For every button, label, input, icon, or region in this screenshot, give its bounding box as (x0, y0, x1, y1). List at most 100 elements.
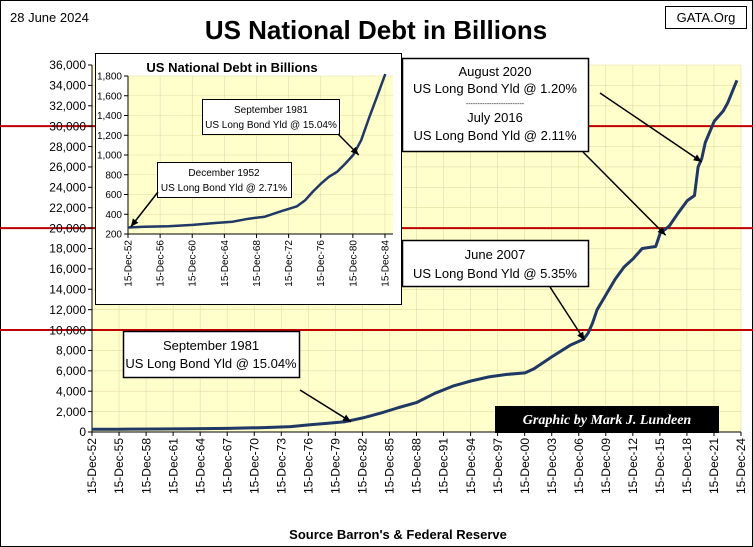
main-debt-series-line (91, 79, 739, 431)
main-x-tick-label: 15-Dec-21 (707, 438, 721, 494)
source-label: Source Barron's & Federal Reserve (289, 527, 507, 542)
main-y-tick-label: 12,000 (49, 303, 86, 317)
main-x-tick-label: 15-Dec-79 (329, 438, 343, 494)
annotation-2020-arrow (599, 92, 703, 163)
main-x-tick-label: 15-Dec-97 (491, 438, 505, 494)
main-y-tick-label: 0 (79, 425, 86, 439)
inset-y-tick-label: 1,400 (97, 111, 122, 122)
main-x-tick-label: 15-Dec-64 (193, 438, 207, 494)
annotation-2016-arrow (582, 151, 667, 236)
inset-annotation-1981-line2: US Long Bond Yld @ 15.04% (205, 120, 337, 131)
main-x-tick-label: 15-Dec-18 (680, 438, 694, 494)
credit-label: Graphic by Mark J. Lundeen (523, 413, 692, 428)
inset-y-tick-label: 1,200 (97, 131, 122, 142)
main-y-tick-label: 22,000 (49, 201, 86, 215)
main-y-tick-label: 4,000 (56, 384, 86, 398)
inset-debt-series-line (127, 73, 387, 229)
annotation-1981-arrow (299, 389, 352, 423)
inset-x-tick-label: 15-Dec-60 (188, 240, 199, 287)
main-y-tick-label: 10,000 (49, 323, 86, 337)
inset-y-tick-label: 800 (105, 170, 122, 181)
main-x-tick-label: 15-Dec-52 (85, 438, 99, 494)
main-y-tick-label: 8,000 (56, 344, 86, 358)
annotation-1981-box (122, 330, 301, 379)
annotation-2007-line2: US Long Bond Yld @ 5.35% (413, 266, 577, 281)
main-x-tick-label: 15-Dec-24 (734, 438, 748, 494)
main-x-tick-label: 15-Dec-00 (518, 438, 532, 494)
inset-chart: US National Debt in Billions 200 400 600 80… (95, 53, 402, 305)
annotation-2007-arrow (549, 286, 586, 341)
annotation-2020-line1: August 2020 (458, 64, 531, 79)
annotation-2020-arrowhead (693, 154, 702, 162)
inset-x-tick-labels: 15-Dec-52 15-Dec-56 15-Dec-60 15-Dec-64 15-D… (124, 240, 392, 287)
main-y-tick-label: 6,000 (56, 364, 86, 378)
main-x-tick-label: 15-Dec-76 (302, 438, 316, 494)
main-y-tick-label: 28,000 (49, 140, 86, 154)
inset-x-tick-label: 15-Dec-80 (348, 240, 359, 287)
main-x-tick-label: 15-Dec-58 (139, 438, 153, 494)
inset-x-tick-label: 15-Dec-64 (220, 240, 231, 287)
annotation-2007-arrowhead (577, 331, 585, 341)
site-box (665, 6, 747, 29)
main-x-tick-label: 15-Dec-73 (274, 438, 288, 494)
main-x-tick-label: 15-Dec-06 (572, 438, 586, 494)
main-y-tick-label: 36,000 (49, 58, 86, 72)
annotation-separator: ------------------------- (466, 101, 525, 108)
main-x-tick-labels: 15-Dec-52 15-Dec-55 15-Dec-58 15-Dec-61 15-D… (85, 438, 748, 494)
credit-banner (495, 406, 719, 433)
annotation-2016-line1: July 2016 (467, 110, 523, 125)
annotation-2007-box (401, 239, 590, 288)
main-x-tick-label: 15-Dec-55 (112, 438, 126, 494)
inset-x-tick-label: 15-Dec-56 (156, 240, 167, 287)
main-x-tick-label: 15-Dec-82 (356, 438, 370, 494)
annotation-1981-line2: US Long Bond Yld @ 15.04% (125, 356, 297, 371)
inset-annotation-1952-line1: December 1952 (188, 168, 260, 179)
main-y-tick-label: 18,000 (49, 242, 86, 256)
main-y-tick-label: 32,000 (49, 99, 86, 113)
inset-x-tick-label: 15-Dec-52 (124, 240, 135, 287)
main-y-tick-label: 34,000 (49, 79, 86, 93)
annotation-1981-arrowhead (342, 414, 352, 422)
main-y-tick-label: 14,000 (49, 282, 86, 296)
annotation-1981-line1: September 1981 (163, 338, 259, 353)
annotation-2020-2016-box (401, 57, 590, 153)
main-y-tick-label: 24,000 (49, 181, 86, 195)
inset-y-tick-label: 1,000 (97, 151, 122, 162)
inset-y-tick-label: 1,800 (97, 72, 122, 83)
inset-annotation-1981-arrowhead (350, 146, 359, 155)
main-x-tick-label: 15-Dec-94 (464, 438, 478, 494)
main-x-tick-label: 15-Dec-12 (626, 438, 640, 494)
main-x-tick-label: 15-Dec-85 (383, 438, 397, 494)
annotation-2016-line2: US Long Bond Yld @ 2.11% (413, 128, 576, 143)
annotation-2007-line1: June 2007 (465, 247, 526, 262)
main-x-tick-label: 15-Dec-70 (247, 438, 261, 494)
main-x-tick-label: 15-Dec-88 (410, 438, 424, 494)
main-x-tick-label: 15-Dec-67 (220, 438, 234, 494)
main-y-tick-labels: 0 2,000 4,000 6,000 8,000 10,000 12,000 14,000 1… (49, 58, 86, 439)
date-label: 28 June 2024 (10, 10, 89, 25)
inset-axes (124, 75, 393, 238)
main-x-tick-label: 15-Dec-91 (437, 438, 451, 494)
chart-title: US National Debt in Billions (205, 15, 547, 45)
main-x-tick-label: 15-Dec-03 (545, 438, 559, 494)
annotation-2016-arrowhead (657, 227, 666, 236)
inset-y-tick-label: 1,600 (97, 91, 122, 102)
inset-y-tick-label: 200 (105, 230, 122, 241)
main-x-tick-label: 15-Dec-61 (166, 438, 180, 494)
inset-y-tick-label: 600 (105, 190, 122, 201)
main-x-tick-label: 15-Dec-15 (653, 438, 667, 494)
main-y-tick-label: 16,000 (49, 262, 86, 276)
main-y-tick-label: 2,000 (56, 405, 86, 419)
inset-annotation-1981-box (202, 99, 340, 135)
inset-x-tick-label: 15-Dec-68 (252, 240, 263, 287)
site-label: GATA.Org (677, 10, 736, 25)
inset-x-tick-label: 15-Dec-76 (316, 240, 327, 287)
inset-y-tick-label: 400 (105, 210, 122, 221)
annotation-2020-line2: US Long Bond Yld @ 1.20% (413, 81, 577, 96)
inset-title: US National Debt in Billions (146, 60, 317, 75)
inset-x-tick-label: 15-Dec-72 (284, 240, 295, 287)
main-y-tick-label: 26,000 (49, 160, 86, 174)
inset-annotation-1981-line1: September 1981 (234, 105, 308, 116)
main-y-tick-label: 20,000 (49, 221, 86, 235)
